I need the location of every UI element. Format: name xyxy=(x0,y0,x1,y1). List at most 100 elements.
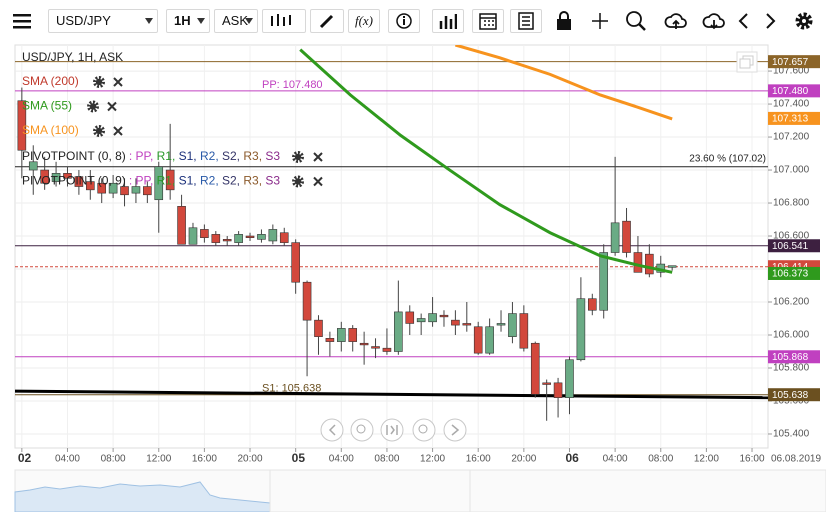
price-badge-label: 105.638 xyxy=(772,390,809,401)
nav-left[interactable] xyxy=(320,418,344,442)
annotation: 23.60 % (107.02) xyxy=(689,153,766,164)
candle-body xyxy=(416,318,426,323)
candle-body xyxy=(622,220,631,253)
y-tick-label: 106.000 xyxy=(773,330,810,341)
gear-icon xyxy=(93,125,105,137)
price-badge xyxy=(768,84,820,98)
legend-item: PIVOTPOINT (0, 9): PP, R1, S1, R2, S2, R… xyxy=(22,174,280,188)
date-label: 06.08.2019 xyxy=(771,454,821,465)
candle-body xyxy=(587,298,597,311)
gear-icon-core xyxy=(95,127,103,135)
candle-body xyxy=(291,242,300,283)
next-button[interactable] xyxy=(758,9,782,33)
restore-icon[interactable] xyxy=(736,51,758,73)
nav-reset[interactable] xyxy=(380,418,404,442)
lock-button[interactable] xyxy=(552,9,576,33)
price-badge xyxy=(768,350,820,364)
candle-body xyxy=(553,382,563,398)
x-tick-label: 20:00 xyxy=(238,454,263,465)
candle-body xyxy=(473,326,483,354)
prev-button[interactable] xyxy=(732,9,756,33)
candle-body xyxy=(63,173,72,179)
nav-zoom-out[interactable] xyxy=(350,418,374,442)
zoom-button[interactable] xyxy=(624,9,648,33)
chart-type-button[interactable] xyxy=(262,9,306,33)
price-type-select[interactable]: ASK xyxy=(214,9,258,33)
price-badge xyxy=(768,266,820,280)
candle-body xyxy=(667,265,677,268)
x-tick-label: 05 xyxy=(292,451,306,465)
calendar-button[interactable] xyxy=(472,9,504,33)
candle-body xyxy=(336,328,346,342)
gear-icon xyxy=(87,100,99,113)
upload-button[interactable] xyxy=(664,9,688,33)
candle-body xyxy=(439,314,449,318)
candle-body xyxy=(143,186,152,196)
candle-body xyxy=(222,239,232,242)
menu-button[interactable] xyxy=(10,9,34,33)
price-badge-label: 106.373 xyxy=(772,269,809,280)
nav-zoom-in[interactable] xyxy=(412,418,436,442)
price-badge-label: 107.480 xyxy=(772,86,809,97)
download-button[interactable] xyxy=(702,9,726,33)
candle-body xyxy=(279,232,289,243)
price-badge xyxy=(768,239,820,253)
gear-icon-core xyxy=(294,153,302,161)
gear-icon-core xyxy=(294,178,302,185)
toolbar: USD/JPY 1H ASK f(x) xyxy=(0,0,826,40)
gear-icon-core xyxy=(95,78,103,86)
candle-body xyxy=(86,181,95,191)
news-button[interactable] xyxy=(510,9,542,33)
settings-button[interactable] xyxy=(792,9,816,33)
close-icon xyxy=(313,176,323,187)
x-tick-label: 16:00 xyxy=(466,454,491,465)
candle-body xyxy=(74,176,84,187)
candle-body xyxy=(599,252,609,311)
y-tick-label: 106.800 xyxy=(773,198,810,209)
crosshair-button[interactable] xyxy=(588,9,612,33)
x-tick-label: 04:00 xyxy=(603,454,628,465)
pivot-name: PIVOTPOINT (0, 9) xyxy=(22,174,126,188)
pivot-item: R1, xyxy=(153,174,175,188)
nav-right[interactable] xyxy=(443,418,467,442)
x-tick-label: 20:00 xyxy=(511,454,536,465)
candle-body xyxy=(462,323,472,326)
pivot-item: R1, xyxy=(153,149,175,163)
candle-body xyxy=(17,100,27,151)
x-tick-label: 12:00 xyxy=(694,454,719,465)
candle-body xyxy=(371,346,380,349)
price-badge-label: 105.868 xyxy=(772,352,809,363)
x-tick-label: 04:00 xyxy=(329,454,354,465)
candle-body xyxy=(359,342,369,346)
pivot-item: R3, xyxy=(240,174,262,188)
close-icon xyxy=(313,152,323,162)
price-badge-label: 106.541 xyxy=(772,241,809,252)
candle-body xyxy=(508,313,517,337)
info-button[interactable] xyxy=(388,9,420,33)
candle-body xyxy=(268,229,278,242)
candle-body xyxy=(519,313,529,349)
fx-button[interactable]: f(x) xyxy=(348,9,380,33)
candle-body xyxy=(530,342,540,395)
x-tick-label: 06 xyxy=(565,451,579,465)
gear-icon xyxy=(292,151,304,163)
close-icon xyxy=(113,126,123,136)
x-tick-label: 12:00 xyxy=(420,454,445,465)
candle-body xyxy=(188,227,198,245)
interval: 1H xyxy=(174,13,191,28)
y-tick-label: 107.200 xyxy=(773,132,810,143)
y-tick-label: 106.200 xyxy=(773,297,810,308)
candle-body xyxy=(302,281,312,321)
legend-item: SMA (200) xyxy=(22,74,79,88)
candle-body xyxy=(177,206,186,245)
symbol-select[interactable]: USD/JPY xyxy=(48,9,158,33)
pivot-item: S1, xyxy=(175,174,196,188)
candle-body xyxy=(200,229,209,238)
x-tick-label: 04:00 xyxy=(55,454,80,465)
indicator-line xyxy=(299,48,673,274)
volume-button[interactable] xyxy=(432,9,464,33)
trendline xyxy=(15,389,768,400)
interval-select[interactable]: 1H xyxy=(166,9,210,33)
draw-button[interactable] xyxy=(310,9,344,33)
legend-item: PIVOTPOINT (0, 8): PP, R1, S1, R2, S2, R… xyxy=(22,149,280,163)
